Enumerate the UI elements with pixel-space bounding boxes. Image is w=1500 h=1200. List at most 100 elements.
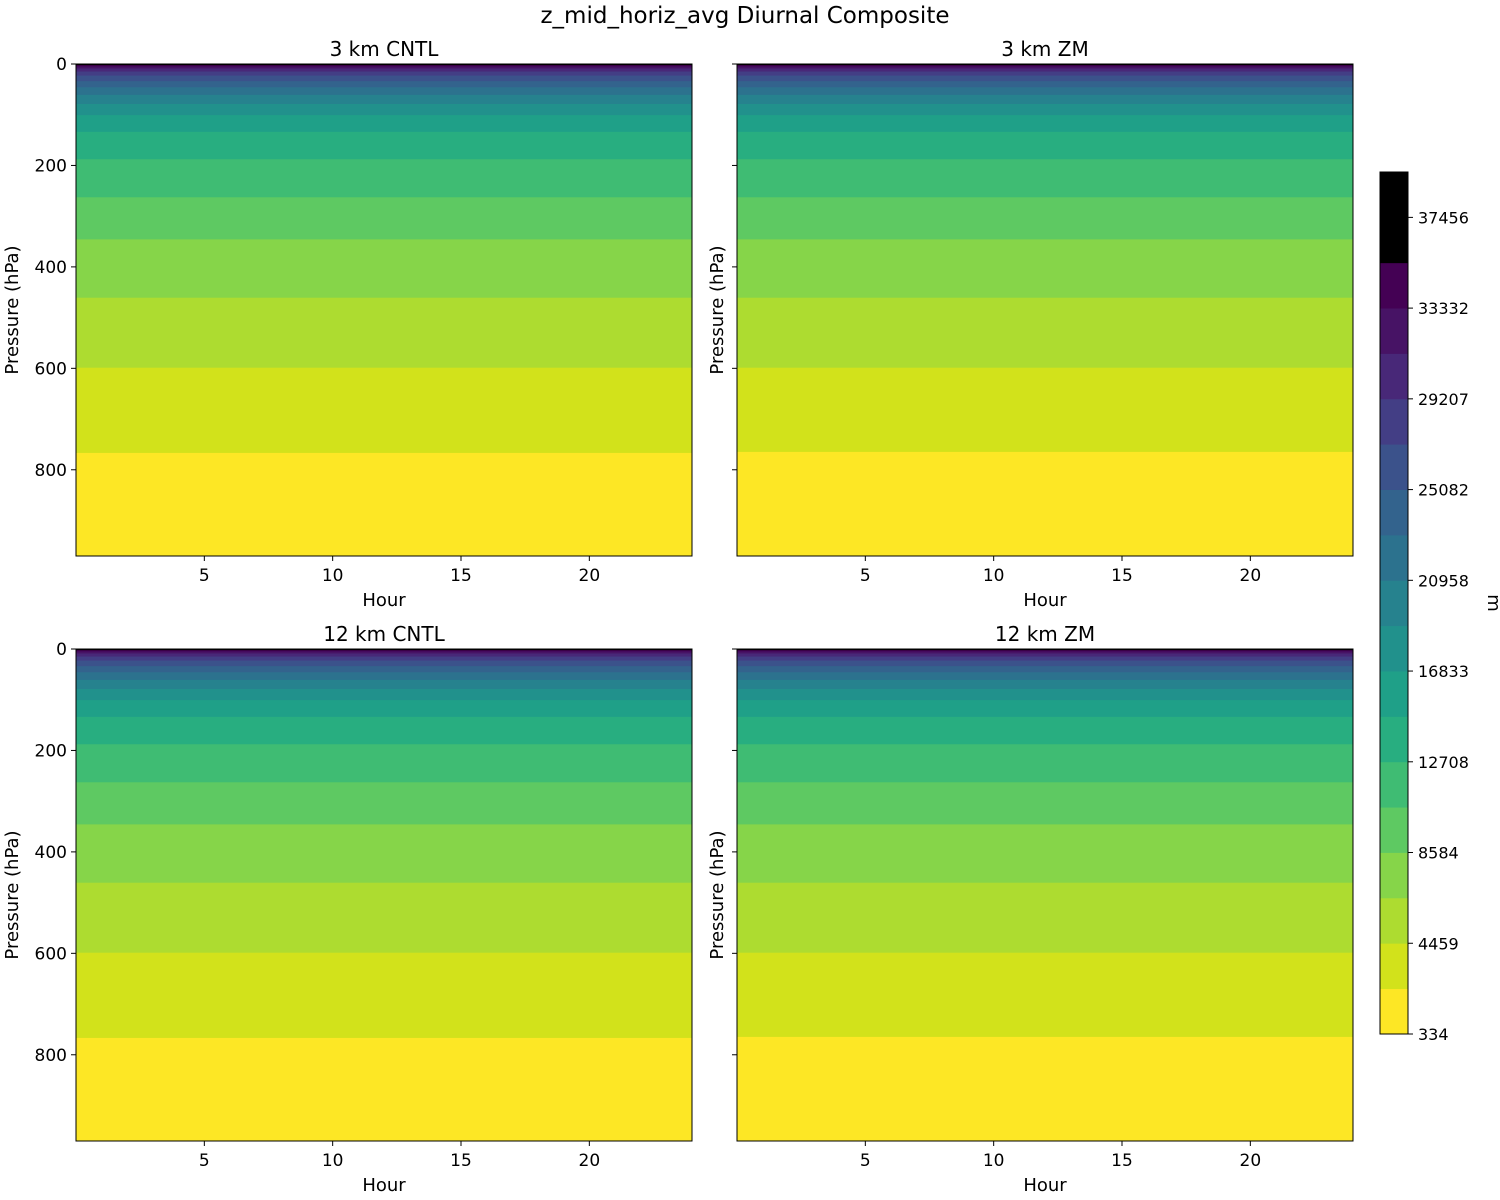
panel-3-km-zm-x-axis-label: Hour [1023, 590, 1067, 611]
colorbar-tick-label-29207: 29207 [1418, 390, 1469, 409]
colorbar-tick-label-37456: 37456 [1418, 208, 1469, 227]
colorbar-segment-12 [1380, 443, 1408, 490]
panel-3-km-cntl-band-1 [76, 366, 692, 453]
panel-3-km-zm-band-9 [737, 94, 1353, 104]
panel-3-km-cntl-x-tick-label-10: 10 [322, 566, 344, 586]
panel-12-km-zm-x-tick-label-20: 20 [1240, 1151, 1262, 1171]
colorbar-segment-16 [1380, 262, 1408, 309]
panel-12-km-cntl-y-tick-label-400: 400 [35, 843, 67, 863]
panel-12-km-zm-bands [737, 649, 1353, 1141]
panel-3-km-zm-band-13 [737, 70, 1353, 76]
panel-12-km-cntl-y-tick-label-800: 800 [35, 1046, 67, 1066]
panel-3-km-zm-band-12 [737, 74, 1353, 82]
colorbar-frame [1379, 171, 1409, 1035]
colorbar-segment-9 [1380, 579, 1408, 627]
panel-12-km-cntl-band-1 [76, 951, 692, 1038]
panel-3-km-zm-frame [736, 63, 1354, 557]
panel-12-km-cntl-title: 12 km CNTL [323, 622, 445, 646]
colorbar-label: m [1483, 594, 1500, 612]
panel-3-km-cntl: 3 km CNTL 5 10 15 20 Hour 0 200 400 600 800 Pressur… [2, 37, 693, 611]
panel-3-km-zm-x-tick-label-20: 20 [1240, 566, 1262, 586]
panel-12-km-cntl-y-tick-label-600: 600 [35, 944, 67, 964]
panel-12-km-zm: 12 km ZM 5 10 15 20 Hour Pressure (hPa) [707, 622, 1354, 1196]
panel-12-km-zm-x-tick-label-5: 5 [860, 1151, 871, 1171]
colorbar-segment-13 [1380, 398, 1408, 445]
panel-12-km-zm-band-2 [737, 881, 1353, 953]
panel-12-km-cntl-band-14 [76, 652, 692, 657]
panel-12-km-cntl-band-15 [76, 650, 692, 654]
panel-12-km-cntl-x-tick-label-10: 10 [322, 1151, 344, 1171]
panel-3-km-cntl-band-3 [76, 238, 692, 298]
panel-12-km-cntl-band-9 [76, 679, 692, 689]
panel-3-km-zm-band-3 [737, 238, 1353, 298]
panel-12-km-zm-x-tick-label-15: 15 [1111, 1151, 1133, 1171]
panel-3-km-zm-band-14 [737, 67, 1353, 72]
panel-12-km-zm-band-8 [737, 688, 1353, 701]
panel-12-km-zm-band-5 [737, 743, 1353, 783]
panel-12-km-cntl-x-tick-label-5: 5 [199, 1151, 210, 1171]
panel-12-km-cntl-y-tick-label-0: 0 [56, 640, 67, 660]
panel-12-km-zm-band-4 [737, 781, 1353, 825]
panel-3-km-cntl-band-14 [76, 67, 692, 72]
panel-3-km-zm-x-tick-label-5: 5 [860, 566, 871, 586]
panel-12-km-cntl-band-8 [76, 688, 692, 701]
colorbar-segment-7 [1380, 670, 1408, 717]
panel-12-km-cntl-band-13 [76, 655, 692, 661]
panel-3-km-cntl-y-tick-label-0: 0 [56, 55, 67, 75]
colorbar-tick-label-334: 334 [1418, 1025, 1449, 1044]
panel-3-km-cntl-band-6 [76, 131, 692, 160]
panel-3-km-cntl-x-tick-label-20: 20 [579, 566, 601, 586]
panel-12-km-cntl-band-17 [76, 649, 692, 651]
colorbar-tick-label-12708: 12708 [1418, 753, 1469, 772]
panel-12-km-zm-x-tick-label-10: 10 [983, 1151, 1005, 1171]
panel-3-km-cntl-y-tick-label-400: 400 [35, 258, 67, 278]
panel-12-km-cntl-bands [76, 649, 692, 1141]
panel-12-km-cntl-y-tick-label-200: 200 [35, 741, 67, 761]
panel-3-km-cntl-band-5 [76, 158, 692, 198]
panel-3-km-cntl-y-tick-label-800: 800 [35, 461, 67, 481]
panel-12-km-zm-band-15 [737, 650, 1353, 654]
panel-12-km-zm-band-7 [737, 699, 1353, 717]
panel-12-km-zm-band-10 [737, 671, 1353, 680]
figure-title: z_mid_horiz_avg Diurnal Composite [540, 3, 949, 29]
panel-12-km-cntl-x-tick-label-15: 15 [450, 1151, 472, 1171]
panel-3-km-cntl-y-axis-label: Pressure (hPa) [2, 245, 23, 374]
colorbar-tick-label-33332: 33332 [1418, 299, 1469, 318]
panel-3-km-cntl-frame [75, 63, 693, 557]
panel-3-km-zm-x-tick-label-10: 10 [983, 566, 1005, 586]
panel-12-km-cntl: 12 km CNTL 5 10 15 20 Hour 0 200 400 600 800 Pressu… [2, 622, 693, 1196]
panel-12-km-zm-band-17 [737, 649, 1353, 651]
colorbar: 334 4459 8584 12708 16833 20958 25082 29207 3333… [1379, 171, 1500, 1044]
panel-3-km-zm: 3 km ZM 5 10 15 20 Hour Pressure (hPa) [707, 37, 1354, 611]
panel-12-km-cntl-x-axis-label: Hour [362, 1175, 406, 1196]
colorbar-tick-label-16833: 16833 [1418, 662, 1469, 681]
panel-12-km-cntl-band-10 [76, 671, 692, 680]
panel-12-km-zm-y-axis-label: Pressure (hPa) [707, 830, 728, 959]
panel-3-km-cntl-y-tick-label-200: 200 [35, 156, 67, 176]
panel-3-km-cntl-y-tick-label-600: 600 [35, 359, 67, 379]
panel-3-km-cntl-band-15 [76, 65, 692, 69]
panel-12-km-cntl-band-6 [76, 716, 692, 745]
colorbar-segment-3 [1380, 852, 1408, 899]
colorbar-tick-label-8584: 8584 [1418, 844, 1459, 863]
colorbar-segment-14 [1380, 353, 1408, 400]
panel-12-km-cntl-band-16 [76, 649, 692, 652]
colorbar-segment-17 [1380, 216, 1408, 264]
panel-3-km-cntl-band-9 [76, 94, 692, 104]
panel-12-km-zm-title: 12 km ZM [995, 622, 1095, 646]
panel-12-km-zm-band-11 [737, 665, 1353, 673]
panel-3-km-cntl-band-12 [76, 74, 692, 82]
panel-12-km-zm-band-0 [737, 1036, 1353, 1141]
colorbar-segment-0 [1380, 988, 1408, 1035]
panel-12-km-zm-band-14 [737, 652, 1353, 657]
panel-3-km-zm-band-4 [737, 196, 1353, 240]
panel-12-km-cntl-band-7 [76, 699, 692, 717]
panel-3-km-zm-y-axis-label: Pressure (hPa) [707, 245, 728, 374]
colorbar-segment-5 [1380, 761, 1408, 808]
panel-12-km-zm-band-6 [737, 716, 1353, 745]
colorbar-segment-6 [1380, 716, 1408, 763]
colorbar-segment-8 [1380, 625, 1408, 672]
colorbar-segment-10 [1380, 534, 1408, 581]
